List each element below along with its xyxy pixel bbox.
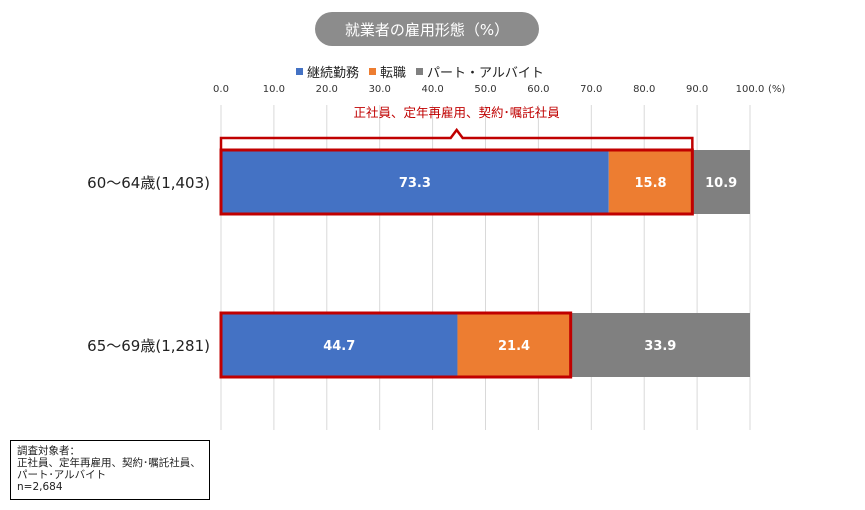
x-tick-label: 30.0 bbox=[369, 84, 391, 95]
data-label: 73.3 bbox=[399, 176, 431, 191]
legend-swatch-continuous bbox=[296, 68, 303, 75]
bar-segment bbox=[608, 150, 693, 214]
x-tick-label: 0.0 bbox=[213, 84, 229, 95]
data-label: 33.9 bbox=[644, 339, 676, 354]
annotation-label: 正社員、定年再雇用、契約･嘱託社員 bbox=[354, 105, 561, 120]
x-tick-label: 20.0 bbox=[316, 84, 338, 95]
legend-swatch-job-change bbox=[369, 68, 377, 75]
legend-item-part-time: パート・アルバイト bbox=[416, 62, 544, 81]
bar-segment bbox=[221, 313, 458, 377]
bar-segment bbox=[457, 313, 571, 377]
note-line-3: パート･アルバイト bbox=[17, 469, 107, 481]
category-label: 65～69歳(1,281) bbox=[87, 337, 210, 355]
legend-swatch-part-time bbox=[416, 68, 424, 75]
note-line-4: n=2,684 bbox=[17, 481, 63, 493]
note-line-1: 調査対象者： bbox=[17, 445, 80, 457]
survey-note-box: 調査対象者： 正社員、定年再雇用、契約･嘱託社員、 パート･アルバイト n=2,… bbox=[10, 440, 210, 500]
bar-segment bbox=[692, 150, 750, 214]
stacked-bar-chart: 0.0 10.0 20.0 30.0 40.0 50.0 60.0 70.0 80.0 90.0 1… bbox=[87, 84, 785, 430]
x-tick-label: 40.0 bbox=[421, 84, 443, 95]
annotation-bracket bbox=[219, 127, 694, 150]
data-label: 10.9 bbox=[705, 176, 737, 191]
category-label: 60～64歳(1,403) bbox=[87, 174, 210, 192]
x-tick-label: 90.0 bbox=[686, 84, 708, 95]
x-tick-label: 10.0 bbox=[263, 84, 285, 95]
legend: 継続勤務 転職 パート・アルバイト bbox=[296, 62, 544, 81]
legend-label-job-change: 転職 bbox=[380, 66, 407, 81]
x-tick-label: 100.0 bbox=[736, 84, 765, 95]
highlight-outline bbox=[219, 148, 694, 216]
bar-segment bbox=[570, 313, 750, 377]
x-unit-label: (%) bbox=[768, 84, 785, 95]
chart-title: 就業者の雇用形態（%） bbox=[315, 12, 539, 46]
legend-label-continuous: 継続勤務 bbox=[307, 66, 360, 81]
legend-item-job-change: 転職 bbox=[369, 62, 406, 81]
x-tick-label: 50.0 bbox=[474, 84, 496, 95]
legend-item-continuous: 継続勤務 bbox=[296, 62, 359, 81]
legend-label-part-time: パート・アルバイト bbox=[427, 66, 544, 81]
note-line-2: 正社員、定年再雇用、契約･嘱託社員、 bbox=[17, 457, 201, 469]
x-tick-label: 60.0 bbox=[527, 84, 549, 95]
x-tick-label: 70.0 bbox=[580, 84, 602, 95]
x-tick-label: 80.0 bbox=[633, 84, 655, 95]
data-label: 15.8 bbox=[635, 176, 667, 191]
highlight-outline bbox=[219, 311, 573, 379]
data-label: 44.7 bbox=[323, 339, 355, 354]
data-label: 21.4 bbox=[498, 339, 530, 354]
bar-segment bbox=[221, 150, 609, 214]
